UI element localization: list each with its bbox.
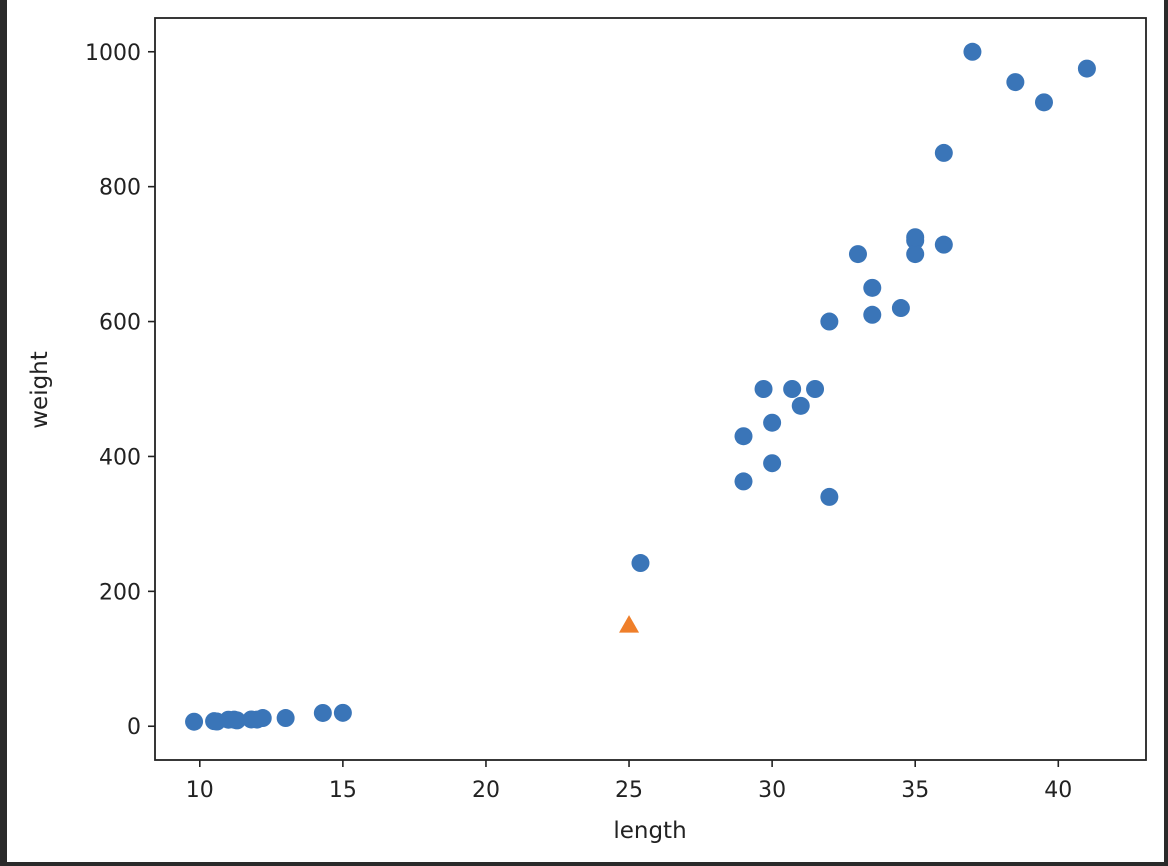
- y-tick-label: 1000: [85, 41, 141, 66]
- data-point: [806, 380, 825, 398]
- data-point: [934, 143, 953, 162]
- data-point: [934, 235, 953, 254]
- x-tick-label: 20: [472, 778, 500, 803]
- y-tick-label: 800: [99, 176, 141, 201]
- y-tick-label: 400: [99, 445, 141, 470]
- x-tick-label: 30: [758, 778, 786, 803]
- data-point: [820, 487, 839, 506]
- x-tick-label: 25: [615, 778, 643, 803]
- data-point: [863, 305, 882, 324]
- data-point: [963, 42, 982, 61]
- data-point: [734, 472, 753, 491]
- data-point: [276, 709, 295, 728]
- data-point: [783, 380, 802, 398]
- data-point-triangle: [619, 615, 640, 633]
- data-points: [185, 42, 1096, 731]
- data-point: [863, 278, 882, 297]
- data-point: [333, 703, 352, 722]
- data-point: [763, 413, 782, 432]
- data-point: [1006, 73, 1025, 92]
- x-tick-label: 40: [1044, 778, 1072, 803]
- data-point: [313, 703, 332, 722]
- data-point: [185, 712, 204, 731]
- data-point: [734, 427, 753, 446]
- y-tick-label: 0: [127, 715, 141, 740]
- data-point: [631, 554, 650, 573]
- x-tick-label: 15: [329, 778, 357, 803]
- data-point: [906, 228, 925, 247]
- data-point: [227, 711, 246, 730]
- data-point: [848, 245, 867, 264]
- data-point: [891, 299, 910, 318]
- data-point: [791, 396, 810, 415]
- x-axis-label: length: [613, 818, 686, 844]
- data-point: [906, 245, 925, 264]
- data-point: [754, 380, 773, 398]
- y-tick-label: 600: [99, 311, 141, 336]
- y-axis-label: weight: [27, 351, 53, 429]
- data-point: [763, 454, 782, 473]
- y-tick-label: 200: [99, 580, 141, 605]
- data-point: [1077, 59, 1096, 78]
- data-point: [1034, 93, 1053, 112]
- x-tick-label: 35: [901, 778, 929, 803]
- plot-area: [154, 17, 1147, 761]
- x-tick-label: 10: [186, 778, 214, 803]
- data-point: [253, 709, 272, 728]
- data-point: [820, 312, 839, 331]
